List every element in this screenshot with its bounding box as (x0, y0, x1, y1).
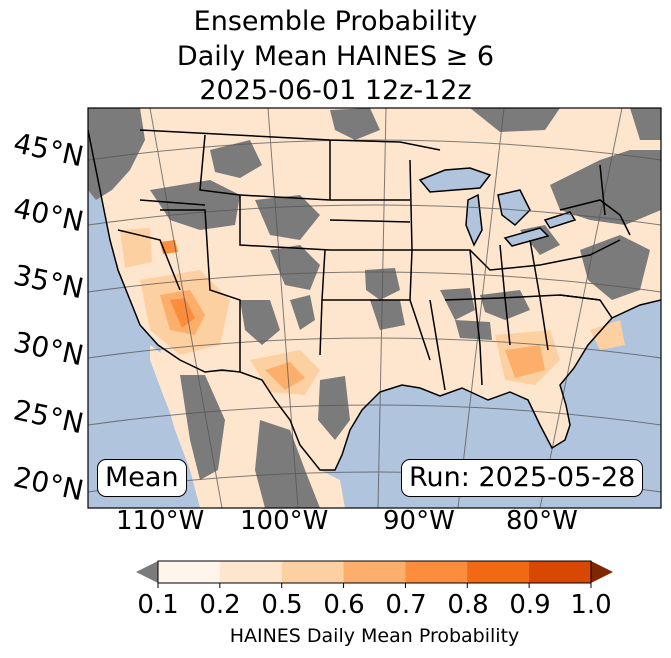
probability-hotspots (120, 228, 625, 395)
title-line-3: 2025-06-01 12z-12z (199, 75, 472, 106)
no-data-regions (88, 108, 661, 508)
colorbar (136, 560, 613, 588)
colorbar-segment (529, 561, 592, 583)
colorbar-tick-label: 0.9 (509, 590, 551, 620)
colorbar-under-arrow (136, 561, 158, 583)
colorbar-tick-label: 0.8 (447, 590, 489, 620)
lon-label-80: 80°W (506, 506, 578, 536)
colorbar-segment (467, 561, 530, 583)
lon-label-100: 100°W (240, 506, 329, 536)
colorbar-tick-label: 1.0 (570, 590, 612, 620)
colorbar-segment (343, 561, 406, 583)
graticule (88, 108, 661, 508)
colorbar-segment (405, 561, 468, 583)
borders (88, 129, 661, 471)
colorbar-segment (158, 561, 221, 583)
great-lakes (418, 167, 577, 247)
colorbar-tick-label: 0.2 (199, 590, 241, 620)
colorbar-segment (219, 561, 283, 583)
lon-label-110: 110°W (116, 506, 205, 536)
colorbar-segment (281, 561, 345, 583)
title-line-1: Ensemble Probability (193, 6, 478, 37)
colorbar-over-arrow (591, 561, 613, 583)
colorbar-tick-label: 0.7 (385, 590, 427, 620)
title-line-2: Daily Mean HAINES ≥ 6 (176, 41, 495, 72)
mean-box: Mean (97, 459, 187, 497)
colorbar-tick-label: 0.6 (323, 590, 365, 620)
colorbar-tick-label: 0.1 (137, 590, 179, 620)
run-date-box: Run: 2025-05-28 (401, 459, 644, 497)
colorbar-title: HAINES Daily Mean Probability (229, 625, 520, 647)
colorbar-tick-label: 0.5 (261, 590, 303, 620)
lon-label-90: 90°W (383, 506, 455, 536)
